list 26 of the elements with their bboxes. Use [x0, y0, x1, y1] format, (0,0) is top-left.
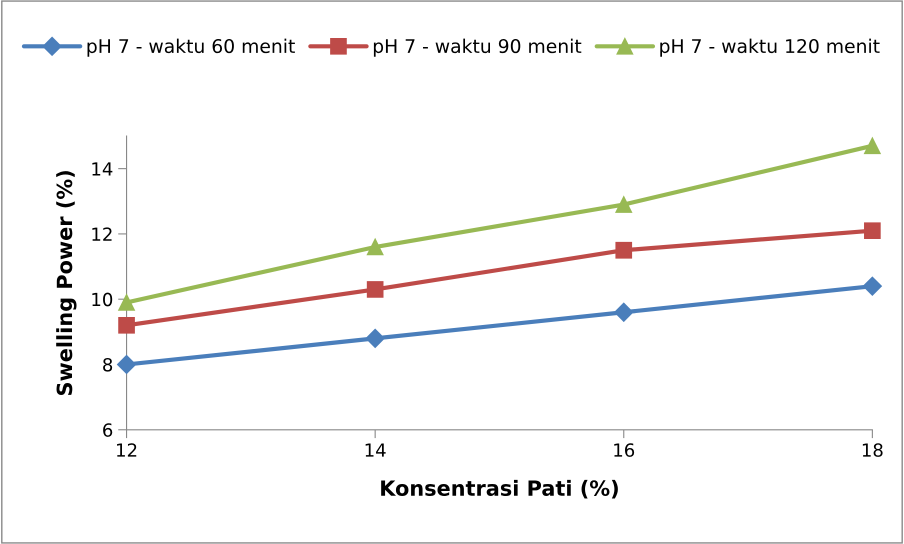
x-tick-label: 18: [862, 443, 883, 457]
y-tick-label: 10: [92, 292, 112, 306]
legend-label: pH 7 - waktu 90 menit: [374, 38, 582, 57]
y-axis-title: Swelling Power (%): [56, 171, 76, 395]
point: [366, 328, 385, 348]
point: [614, 302, 634, 322]
point: [366, 238, 384, 256]
y-tick-label: 6: [103, 423, 112, 437]
y-tick-label: 14: [92, 162, 112, 176]
point: [615, 242, 632, 259]
point: [117, 354, 136, 374]
point: [862, 276, 882, 296]
point: [118, 316, 135, 334]
point: [864, 222, 881, 239]
x-tick-label: 16: [614, 443, 634, 457]
y-tick-label: 8: [103, 358, 112, 372]
point: [366, 281, 384, 298]
y-tick-label: 12: [92, 227, 112, 241]
point: [615, 196, 632, 213]
x-tick-label: 14: [366, 444, 386, 457]
legend-label: pH 7 - waktu 120 menit: [660, 38, 880, 57]
x-tick-label: 12: [117, 443, 136, 457]
point: [864, 137, 881, 154]
point: [118, 294, 135, 311]
x-axis-title: Konsentrasi Pati (%): [381, 480, 618, 498]
legend-label: pH 7 - waktu 60 menit: [88, 38, 295, 57]
